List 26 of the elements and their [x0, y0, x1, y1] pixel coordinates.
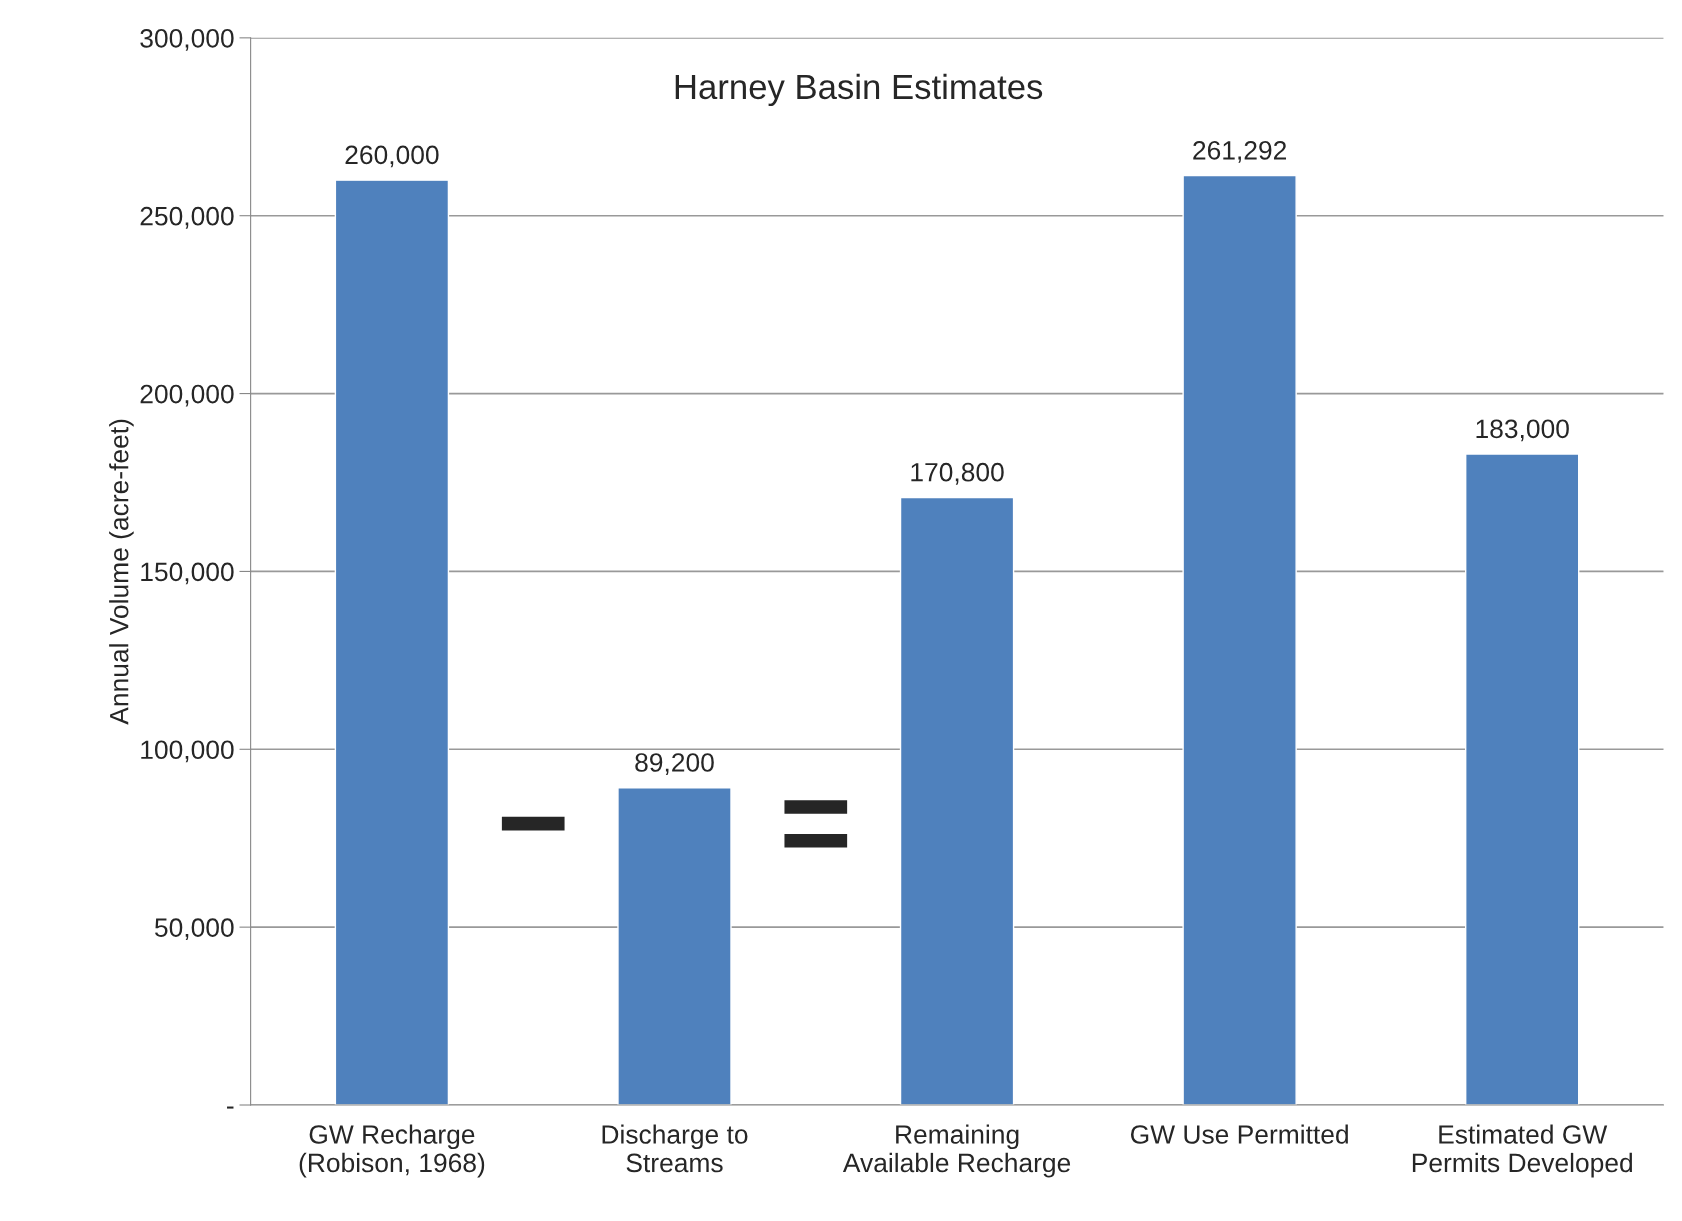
y-tick-label: 50,000 — [155, 918, 234, 941]
y-tick-label: - — [227, 1106, 234, 1109]
annotation: = — [784, 800, 848, 848]
bar — [1464, 453, 1580, 1106]
x-tick-label: GW Use Permitted — [1130, 1124, 1348, 1144]
data-label: 183,000 — [1476, 419, 1569, 442]
y-axis-title: Annual Volume (acre-feet) — [109, 419, 134, 725]
annotation: − — [501, 816, 565, 831]
y-tick-label: 100,000 — [141, 740, 234, 763]
y-tick-label: 200,000 — [140, 384, 234, 407]
x-tick-label: Estimated GW Permits Developed — [1412, 1124, 1632, 1178]
data-label: 261,292 — [1193, 140, 1287, 163]
y-tick-label: 300,000 — [140, 28, 234, 51]
data-label: 89,200 — [635, 753, 714, 775]
bar — [899, 496, 1015, 1106]
y-tick-label: 150,000 — [141, 562, 234, 585]
x-tick-label: GW Recharge (Robison, 1968) — [299, 1124, 485, 1178]
bar — [334, 179, 450, 1106]
bar — [1182, 174, 1297, 1106]
y-tick-label: 250,000 — [140, 206, 234, 229]
data-label: 260,000 — [345, 145, 439, 168]
text: Harney Basin Estimates — [675, 73, 1043, 107]
x-tick-label: Discharge to Streams — [602, 1124, 748, 1173]
data-label: 170,800 — [911, 462, 1004, 485]
x-tick-label: Remaining Available Recharge — [842, 1124, 1071, 1178]
bar — [617, 787, 732, 1106]
